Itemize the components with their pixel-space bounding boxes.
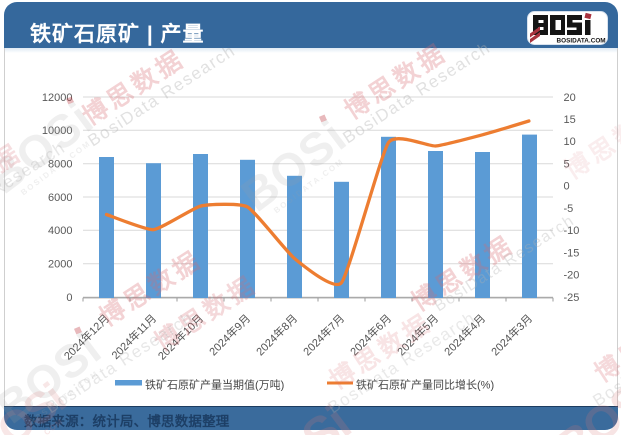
svg-text:12000: 12000: [42, 92, 73, 104]
svg-text:2024年12月: 2024年12月: [61, 311, 112, 362]
svg-text:铁矿石原矿产量当期值(万吨): 铁矿石原矿产量当期值(万吨): [145, 378, 284, 392]
svg-text:铁矿石原矿产量同比增长(%): 铁矿石原矿产量同比增长(%): [356, 378, 494, 392]
svg-text:-10: -10: [564, 225, 580, 237]
svg-text:10: 10: [564, 136, 576, 148]
svg-text:2000: 2000: [48, 259, 72, 271]
svg-text:BOSIDATA.COM: BOSIDATA.COM: [557, 37, 606, 44]
svg-text:15: 15: [564, 114, 576, 126]
svg-text:2024年11月: 2024年11月: [108, 311, 159, 362]
svg-text:2024年5月: 2024年5月: [394, 311, 441, 358]
svg-text:10000: 10000: [42, 125, 73, 137]
svg-text:0: 0: [564, 181, 570, 193]
svg-text:-5: -5: [564, 203, 574, 215]
svg-text:2024年8月: 2024年8月: [253, 311, 300, 358]
svg-text:0: 0: [66, 292, 72, 304]
svg-text:2024年9月: 2024年9月: [206, 311, 253, 358]
svg-text:20: 20: [564, 92, 576, 104]
svg-text:5: 5: [564, 159, 570, 171]
svg-text:-20: -20: [564, 270, 580, 282]
svg-text:2024年4月: 2024年4月: [441, 311, 488, 358]
svg-text:2024年7月: 2024年7月: [300, 311, 347, 358]
svg-text:2024年6月: 2024年6月: [347, 311, 394, 358]
svg-text:2024年3月: 2024年3月: [488, 311, 535, 358]
svg-text:-25: -25: [564, 292, 580, 304]
svg-text:8000: 8000: [48, 159, 72, 171]
svg-text:-15: -15: [564, 247, 580, 259]
svg-text:2024年10月: 2024年10月: [155, 311, 206, 362]
svg-text:6000: 6000: [48, 192, 72, 204]
svg-text:4000: 4000: [48, 225, 72, 237]
